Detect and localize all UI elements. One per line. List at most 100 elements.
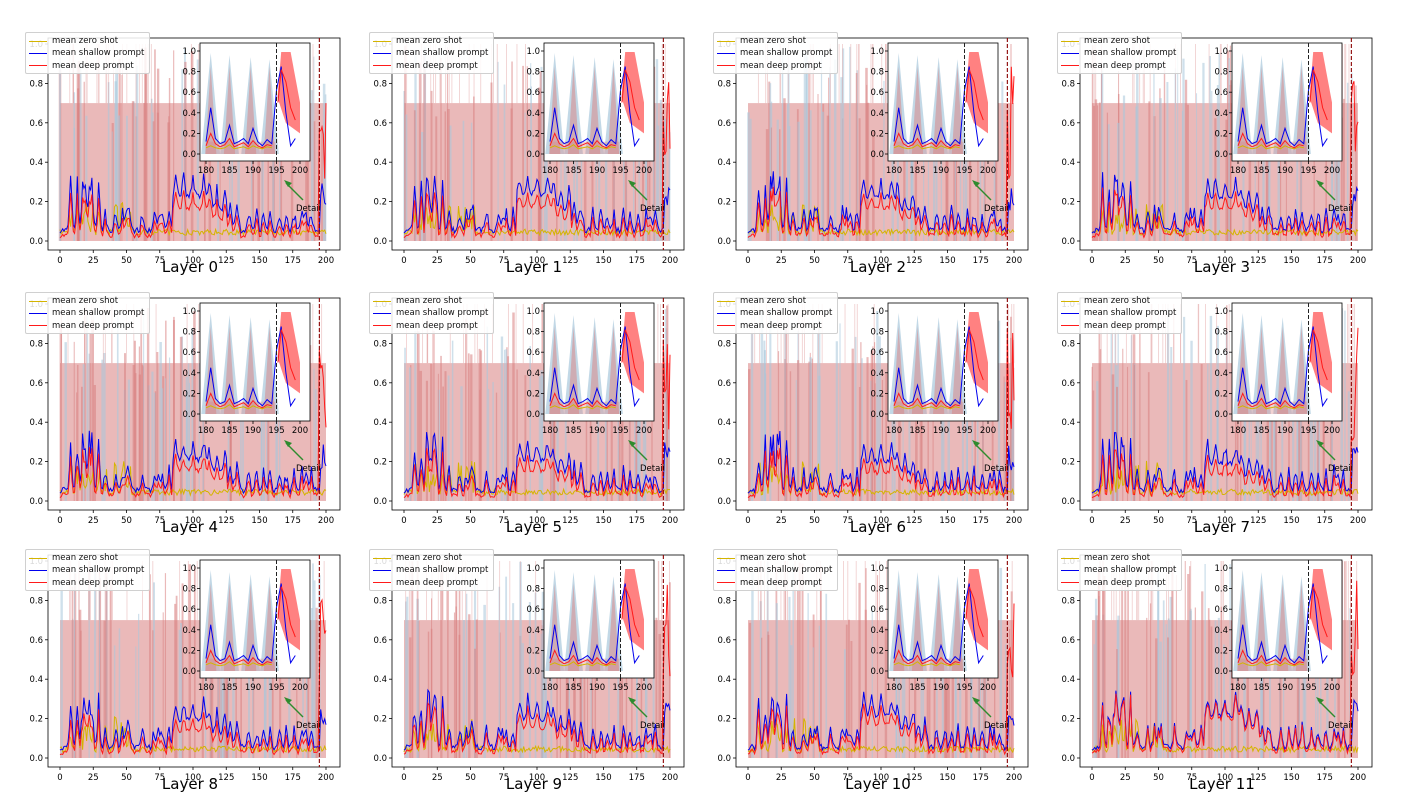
legend-swatch	[717, 300, 735, 302]
detail-label: Detail	[296, 204, 321, 214]
legend-label: mean deep prompt	[1084, 60, 1166, 71]
x-tick-label: 75	[154, 516, 165, 526]
y-tick-label: 0.4	[29, 158, 43, 168]
y-tick-label: 0.4	[373, 158, 387, 168]
layer-title: Layer 0	[161, 258, 219, 276]
detail-label: Detail	[1328, 721, 1353, 731]
inset-y-tick-label: 0.6	[526, 88, 540, 98]
legend: mean zero shot mean shallow prompt mean de…	[713, 292, 839, 334]
legend-label: mean zero shot	[1084, 553, 1151, 563]
legend-label: mean shallow prompt	[52, 308, 145, 319]
x-tick-label: 200	[318, 256, 334, 266]
inset-x-tick-label: 190	[245, 166, 261, 176]
x-tick-label: 0	[745, 773, 750, 783]
y-tick-label: 0.2	[373, 458, 387, 468]
layer-chart: 0 25 50 75 100 125 150 175 200 0.0 0.2 0.4 0.6 0.8 1.0…	[29, 37, 341, 266]
inset-y-tick-label: 0.6	[182, 88, 196, 98]
inset-variance-peak	[223, 326, 236, 414]
inset-x-tick-label: 185	[1253, 683, 1269, 693]
legend-label: mean deep prompt	[396, 320, 478, 331]
inset-x-tick-label: 190	[1277, 166, 1293, 176]
y-tick-label: 0.2	[717, 198, 731, 208]
inset-x-tick-label: 200	[1324, 166, 1340, 176]
x-tick-label: 75	[1186, 256, 1197, 266]
inset-y-tick-label: 1.0	[1214, 307, 1228, 317]
legend-item: mean zero shot	[717, 295, 832, 307]
x-tick-label: 200	[662, 256, 678, 266]
x-tick-label: 100	[873, 773, 889, 783]
inset-variance-peak	[245, 326, 257, 414]
x-tick-label: 0	[57, 516, 62, 526]
axes-frame	[1079, 37, 1373, 251]
inset-y-tick-label: 0.4	[870, 109, 884, 119]
inset-deep-line	[205, 69, 296, 149]
inset-variance-peak	[951, 66, 964, 154]
inset-y-tick-label: 0.2	[870, 646, 884, 656]
detail-inset: 180 185 190 195 200 0.0 0.2 0.4 0.6 0.8 1.0	[1214, 559, 1343, 693]
inset-y-tick-label: 0.0	[526, 667, 540, 677]
y-tick-label: 0.6	[29, 379, 43, 389]
x-tick-label: 200	[318, 516, 334, 526]
inset-x-tick-label: 185	[221, 683, 237, 693]
x-tick-label: 125	[562, 773, 578, 783]
inset-y-tick-label: 0.6	[182, 605, 196, 615]
inset-variance-peak	[223, 583, 236, 671]
inset-deep-band	[621, 52, 644, 134]
x-tick-label: 125	[906, 256, 922, 266]
axes-frame	[1079, 554, 1373, 768]
x-tick-label: 125	[218, 256, 234, 266]
inset-y-tick-label: 0.4	[526, 109, 540, 119]
inset-y-tick-label: 0.2	[526, 129, 540, 139]
x-tick-label: 50	[465, 256, 476, 266]
legend-item: mean shallow prompt	[717, 47, 832, 59]
legend-swatch	[29, 65, 47, 67]
inset-x-tick-label: 200	[292, 426, 308, 436]
inset-deep-band	[277, 52, 300, 134]
x-tick-label: 0	[1089, 256, 1094, 266]
legend-item: mean deep prompt	[1061, 577, 1176, 589]
x-tick-label: 100	[1217, 516, 1233, 526]
inset-x-tick-label: 180	[1230, 426, 1246, 436]
deep-prompt-line	[59, 349, 327, 500]
axes-frame	[391, 297, 685, 511]
inset-variance-peak	[1295, 583, 1308, 671]
y-tick-label: 0.2	[29, 198, 43, 208]
x-tick-label: 125	[218, 516, 234, 526]
y-tick-label: 0.0	[717, 497, 731, 507]
inset-deep-line	[893, 69, 984, 149]
x-tick-label: 125	[1250, 256, 1266, 266]
legend-item: mean deep prompt	[1061, 320, 1176, 332]
inset-zero-shot-line	[205, 661, 272, 667]
legend-item: mean shallow prompt	[717, 564, 832, 576]
legend-swatch	[373, 52, 391, 54]
inset-y-tick-label: 1.0	[182, 564, 196, 574]
y-tick-label: 0.8	[1061, 79, 1075, 89]
inset-x-tick-label: 185	[1253, 426, 1269, 436]
x-tick-label: 150	[251, 773, 267, 783]
inset-y-tick-label: 0.2	[182, 389, 196, 399]
inset-variance-peak	[263, 66, 276, 154]
inset-deep-band	[965, 312, 988, 394]
layer-title: Layer 9	[505, 775, 563, 793]
shallow-prompt-line	[1091, 690, 1359, 752]
layer-chart: 0 25 50 75 100 125 150 175 200 0.0 0.2 0.4 0.6 0.8 1.0…	[373, 297, 685, 526]
x-tick-label: 50	[1153, 516, 1164, 526]
x-tick-label: 75	[154, 773, 165, 783]
inset-y-tick-label: 0.8	[870, 328, 884, 338]
layer-chart: 0 25 50 75 100 125 150 175 200 0.0 0.2 0.4 0.6 0.8 1.0…	[1061, 297, 1373, 526]
y-tick-label: 0.0	[1061, 237, 1075, 247]
layer-title: Layer 8	[161, 775, 219, 793]
inset-zero-shot-line	[549, 661, 616, 667]
x-tick-label: 125	[906, 773, 922, 783]
detail-inset: 180 185 190 195 200 0.0 0.2 0.4 0.6 0.8 1.0	[870, 42, 999, 176]
y-tick-label: 0.4	[1061, 418, 1075, 428]
x-tick-label: 150	[595, 773, 611, 783]
deep-prompt-line	[1091, 327, 1359, 499]
inset-x-tick-label: 200	[636, 683, 652, 693]
x-tick-label: 200	[662, 773, 678, 783]
legend: mean zero shot mean shallow prompt mean de…	[369, 32, 495, 74]
y-tick-label: 0.2	[717, 458, 731, 468]
legend-item: mean shallow prompt	[1061, 564, 1176, 576]
axes-frame	[735, 37, 1029, 251]
legend-swatch	[373, 40, 391, 42]
